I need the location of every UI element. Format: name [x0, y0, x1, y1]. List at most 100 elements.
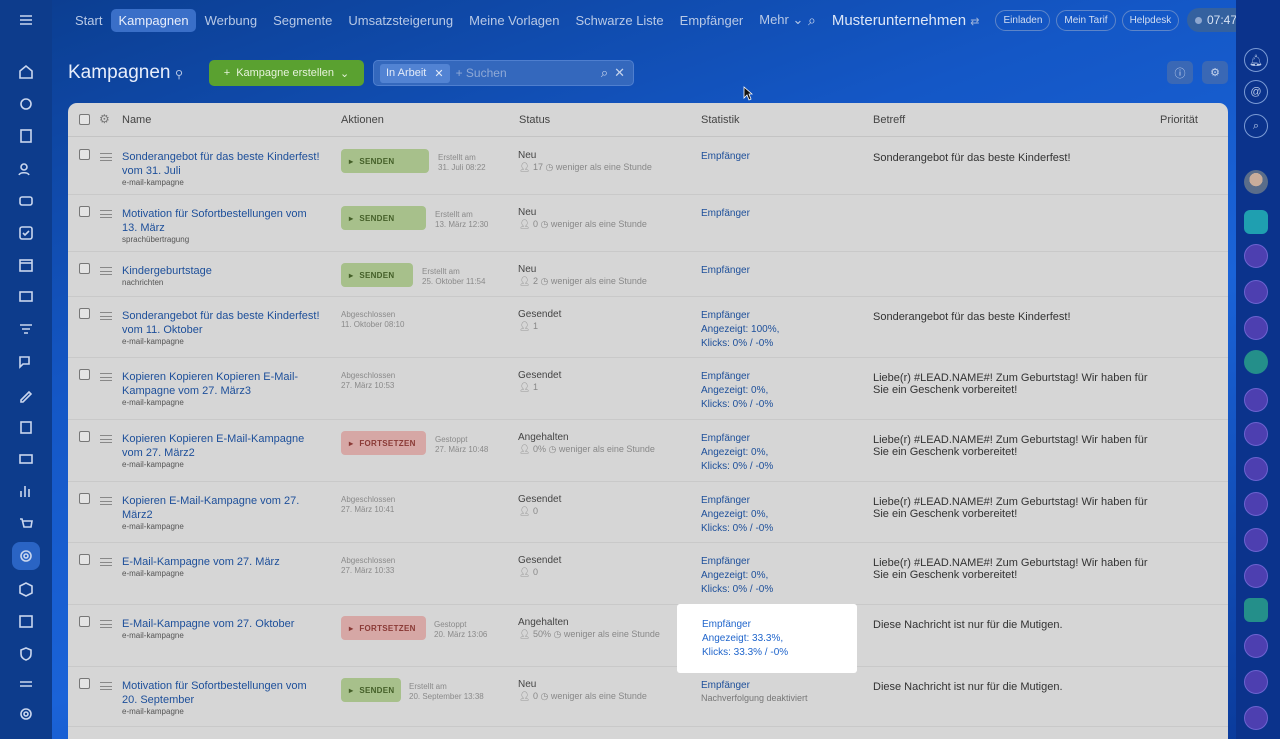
search-input[interactable]: + Suchen	[455, 66, 507, 80]
tab-empfaenger[interactable]: Empfänger	[679, 12, 744, 28]
campaign-name[interactable]: Kindergeburtstage	[122, 265, 212, 277]
channel-icon[interactable]	[1244, 316, 1268, 340]
channel-icon[interactable]	[1244, 280, 1268, 304]
table-row[interactable]: E-Mail-Kampagne vom 27. März e-mail-kamp…	[68, 543, 1228, 605]
tariff-button[interactable]: Mein Tarif	[1056, 9, 1116, 31]
channel-icon[interactable]	[1244, 634, 1268, 658]
highlight-recipients[interactable]: Empfänger	[702, 619, 751, 630]
filter-chip[interactable]: In Arbeit ✕	[380, 63, 450, 83]
statistics[interactable]: Empfänger Angezeigt: 100%, Klicks: 0% / -0…	[701, 309, 779, 351]
gear-icon[interactable]: ⚙	[99, 112, 110, 126]
settings-icon[interactable]	[12, 700, 40, 728]
row-checkbox[interactable]	[79, 149, 90, 160]
campaign-name[interactable]: Sonderangebot für das beste Kinderfest! …	[122, 310, 320, 336]
drag-handle-icon[interactable]	[100, 497, 112, 505]
tab-kampagnen[interactable]: Kampagnen	[111, 8, 196, 32]
column-subject[interactable]: Betreff	[873, 114, 906, 126]
campaign-name[interactable]: E-Mail-Kampagne vom 27. Oktober	[122, 618, 295, 630]
clear-icon[interactable]: ✕	[614, 65, 625, 80]
campaign-name[interactable]: Motivation für Sofortbestellungen vom 20…	[122, 680, 307, 706]
stat-recipients[interactable]: Empfänger	[701, 208, 750, 219]
drag-handle-icon[interactable]	[100, 620, 112, 628]
campaign-name[interactable]: Kopieren E-Mail-Kampagne vom 27. März2	[122, 495, 300, 521]
inbox-icon[interactable]	[12, 187, 40, 215]
at-icon[interactable]: @	[1244, 80, 1268, 104]
column-name[interactable]: Name	[122, 114, 152, 126]
info-button[interactable]: ⓘ	[1167, 61, 1193, 84]
send-button[interactable]: ▸ SENDEN	[341, 678, 401, 702]
campaign-name[interactable]: Kopieren Kopieren Kopieren E-Mail-Kampag…	[122, 371, 299, 397]
create-campaign-button[interactable]: + Kampagne erstellen ⌄	[209, 60, 364, 86]
stat-recipients[interactable]: Empfänger	[701, 371, 750, 382]
table-row[interactable]: Kopieren Kopieren Kopieren E-Mail-Kampag…	[68, 358, 1228, 420]
column-actions[interactable]: Aktionen	[341, 114, 384, 126]
contact-avatar-icon[interactable]	[1244, 528, 1268, 552]
close-icon[interactable]: ✕	[434, 67, 444, 80]
row-checkbox[interactable]	[79, 554, 90, 565]
stat-clicks[interactable]: Klicks: 0% / -0%	[701, 523, 774, 534]
contact-avatar[interactable]	[1244, 170, 1268, 194]
stat-views[interactable]: Angezeigt: 0%,	[701, 570, 769, 581]
tab-schwarze-liste[interactable]: Schwarze Liste	[575, 12, 664, 28]
analytics-icon[interactable]	[12, 477, 40, 505]
drag-handle-icon[interactable]	[100, 312, 112, 320]
document-icon[interactable]	[12, 122, 40, 150]
stat-views[interactable]: Angezeigt: 0%,	[701, 385, 769, 396]
row-checkbox[interactable]	[79, 616, 90, 627]
phone-icon[interactable]	[1244, 244, 1268, 268]
stat-recipients[interactable]: Empfänger	[701, 433, 750, 444]
search-chat-icon[interactable]: ⌕	[1244, 114, 1268, 138]
column-status[interactable]: Status	[519, 114, 551, 126]
table-row[interactable]: Sonderangebot für das beste Kinderfest! …	[68, 138, 1228, 195]
sign-icon[interactable]	[12, 381, 40, 409]
home-icon[interactable]	[12, 58, 40, 86]
menu-icon[interactable]	[12, 6, 40, 34]
phone-icon[interactable]	[1244, 350, 1268, 374]
tab-umsatzsteigerung[interactable]: Umsatzsteigerung	[348, 12, 454, 28]
row-checkbox[interactable]	[79, 308, 90, 319]
tasks-icon[interactable]	[12, 219, 40, 247]
pin-icon[interactable]: ⚲	[175, 69, 184, 81]
tab-mehr[interactable]: Mehr ⌄	[752, 8, 810, 32]
drag-handle-icon[interactable]	[100, 373, 112, 381]
stat-clicks[interactable]: Klicks: 0% / -0%	[701, 461, 774, 472]
statistics[interactable]: Empfänger	[701, 207, 750, 221]
box-icon[interactable]	[12, 575, 40, 603]
row-checkbox[interactable]	[79, 206, 90, 217]
contact-avatar-icon[interactable]	[1244, 388, 1268, 412]
row-checkbox[interactable]	[79, 369, 90, 380]
statistics[interactable]: Empfänger Nachverfolgung deaktiviert	[701, 679, 808, 703]
column-priority[interactable]: Priorität	[1160, 114, 1198, 126]
statistics[interactable]: Empfänger Angezeigt: 0%, Klicks: 0% / -0%	[701, 555, 773, 597]
chat-icon[interactable]	[12, 283, 40, 311]
stat-clicks[interactable]: Klicks: 0% / -0%	[701, 338, 774, 349]
tab-start[interactable]: Start	[75, 12, 103, 28]
bell-icon[interactable]: 🔔︎	[1244, 48, 1268, 72]
drag-handle-icon[interactable]	[100, 435, 112, 443]
company-name[interactable]: Musterunternehmen ⇄	[832, 12, 980, 29]
channel-icon[interactable]	[1244, 670, 1268, 694]
highlighted-statistics-cell[interactable]: Empfänger Angezeigt: 33.3%, Klicks: 33.3…	[678, 605, 856, 672]
feed-icon[interactable]	[12, 90, 40, 118]
highlight-clicks[interactable]: Klicks: 33.3% / -0%	[702, 647, 789, 658]
search-icon[interactable]: ⌕	[600, 65, 609, 80]
helpdesk-button[interactable]: Helpdesk	[1121, 9, 1180, 31]
table-row[interactable]: Motivation für Sofortbestellungen vom 20…	[68, 667, 1228, 727]
statistics[interactable]: Empfänger	[701, 264, 750, 278]
drag-handle-icon[interactable]	[100, 153, 112, 161]
send-button[interactable]: ▸ SENDEN	[341, 149, 429, 173]
send-button[interactable]: ▸ SENDEN	[341, 206, 426, 230]
row-checkbox[interactable]	[79, 263, 90, 274]
statistics[interactable]: Empfänger Angezeigt: 0%, Klicks: 0% / -0%	[701, 370, 773, 412]
schedule-icon[interactable]	[12, 607, 40, 635]
channel-icon[interactable]	[1244, 422, 1268, 446]
search-icon[interactable]: ⌕	[808, 11, 816, 28]
messages-icon[interactable]	[12, 348, 40, 376]
row-checkbox[interactable]	[79, 493, 90, 504]
shield-icon[interactable]	[12, 640, 40, 668]
send-button[interactable]: ▸ SENDEN	[341, 263, 413, 287]
chat-bubble-icon[interactable]	[1244, 210, 1268, 234]
campaign-name[interactable]: Motivation für Sofortbestellungen vom 13…	[122, 208, 307, 234]
drag-handle-icon[interactable]	[100, 267, 112, 275]
tab-werbung[interactable]: Werbung	[204, 12, 258, 28]
